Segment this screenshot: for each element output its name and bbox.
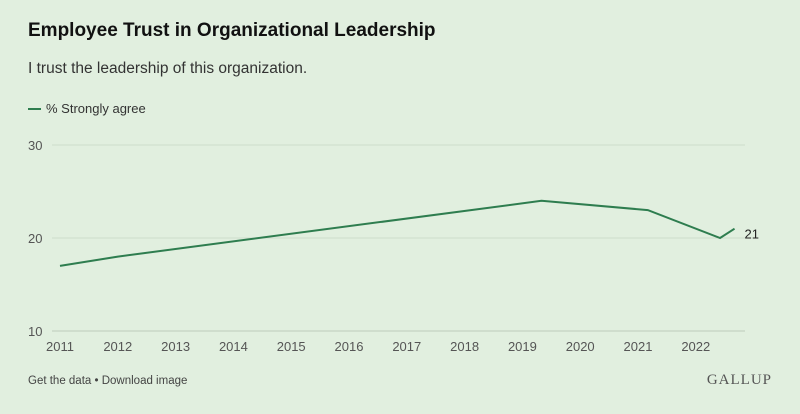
x-tick-label: 2014 [219,339,248,354]
get-data-link[interactable]: Get the data [28,375,92,387]
x-tick-label: 2020 [566,339,595,354]
footer-separator: • [91,375,102,387]
x-tick-label: 2021 [624,339,653,354]
y-tick-label: 20 [28,231,42,246]
x-tick-label: 2011 [46,339,74,354]
y-tick-label: 30 [28,138,42,153]
x-tick-label: 2018 [450,339,479,354]
download-image-link[interactable]: Download image [101,375,188,387]
x-tick-label: 2013 [161,339,190,354]
x-tick-label: 2022 [681,339,710,354]
x-tick-label: 2016 [335,339,364,354]
x-tick-label: 2017 [392,339,421,354]
legend: % Strongly agree [28,101,146,116]
legend-swatch [28,107,41,110]
x-tick-label: 2012 [103,339,132,354]
x-tick-label: 2019 [508,339,537,354]
gallup-logo: GALLUP [706,372,772,388]
footer: Get the data • Download image [28,375,187,387]
legend-label: % Strongly agree [46,101,146,116]
y-tick-label: 10 [28,324,42,339]
series-line [59,199,736,267]
chart-subtitle: I trust the leadership of this organizat… [28,60,308,77]
end-data-label: 21 [745,227,759,242]
x-tick-label: 2015 [277,339,306,354]
chart-title: Employee Trust in Organizational Leaders… [28,20,436,41]
